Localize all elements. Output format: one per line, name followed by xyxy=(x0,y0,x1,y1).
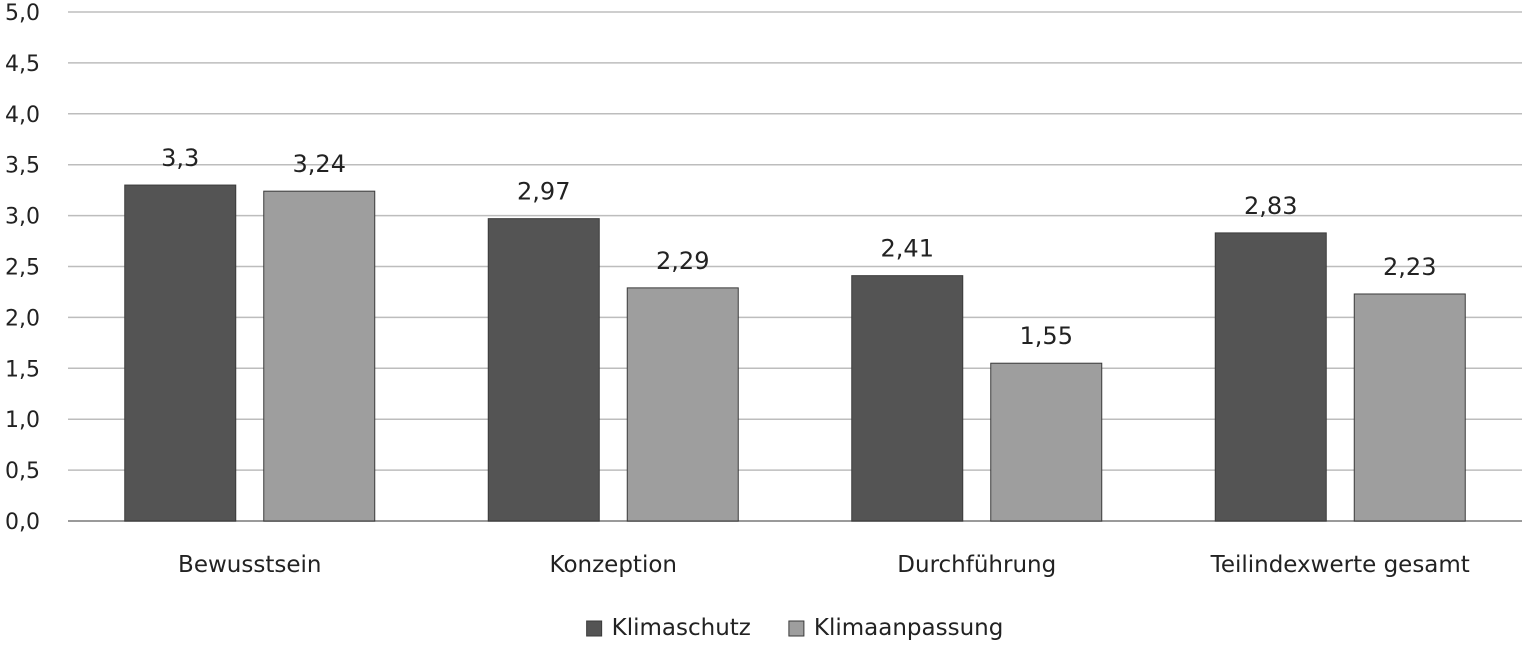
bar-klimaanpassung-2 xyxy=(626,287,739,522)
data-label: 2,29 xyxy=(656,247,709,275)
y-tick-label: 3,0 xyxy=(5,205,40,230)
y-tick-label: 5,0 xyxy=(5,1,40,26)
x-category-label: Durchführung xyxy=(897,552,1056,578)
bar-klimaanpassung-1 xyxy=(263,190,376,522)
data-label: 2,83 xyxy=(1244,192,1297,220)
bar-klimaanpassung-3 xyxy=(990,362,1103,522)
y-tick-label: 0,0 xyxy=(5,510,40,535)
bars xyxy=(124,184,1466,522)
y-axis-ticks: 0,0 0,5 1,0 1,5 2,0 2,5 3,0 3,5 4,0 4,5 5,0 xyxy=(5,1,40,535)
y-tick-label: 1,5 xyxy=(5,357,40,382)
data-label: 2,41 xyxy=(881,235,934,263)
x-category-label: Konzeption xyxy=(550,552,677,578)
data-labels: 3,3 3,24 2,97 2,29 2,41 1,55 2,83 2,23 xyxy=(161,144,1436,350)
legend: Klimaschutz Klimaanpassung xyxy=(586,615,1003,641)
data-label: 2,97 xyxy=(517,178,570,206)
y-tick-label: 2,5 xyxy=(5,256,40,281)
bar-klimaschutz-4 xyxy=(1214,232,1327,522)
data-label: 2,23 xyxy=(1383,253,1436,281)
bar-klimaschutz-3 xyxy=(851,275,964,522)
bar-klimaanpassung-4 xyxy=(1353,293,1466,522)
data-label: 1,55 xyxy=(1020,322,1073,350)
y-tick-label: 1,0 xyxy=(5,408,40,433)
data-label: 3,3 xyxy=(161,144,199,172)
y-tick-label: 4,0 xyxy=(5,103,40,128)
y-tick-label: 0,5 xyxy=(5,459,40,484)
data-label: 3,24 xyxy=(293,150,346,178)
y-tick-label: 4,5 xyxy=(5,52,40,77)
legend-label: Klimaanpassung xyxy=(814,615,1003,641)
legend-item: Klimaschutz xyxy=(586,615,751,641)
x-axis-categories: Bewusstsein Konzeption Durchführung Teilind… xyxy=(178,552,1470,578)
legend-swatch xyxy=(586,620,603,637)
legend-label: Klimaschutz xyxy=(612,615,751,641)
legend-item: Klimaanpassung xyxy=(788,615,1003,641)
bar-klimaschutz-2 xyxy=(487,218,600,522)
y-tick-label: 2,0 xyxy=(5,306,40,331)
x-category-label: Teilindexwerte gesamt xyxy=(1210,552,1470,578)
x-category-label: Bewusstsein xyxy=(178,552,321,578)
y-tick-label: 3,5 xyxy=(5,154,40,179)
legend-swatch xyxy=(788,620,805,637)
bar-klimaschutz-1 xyxy=(124,184,237,522)
